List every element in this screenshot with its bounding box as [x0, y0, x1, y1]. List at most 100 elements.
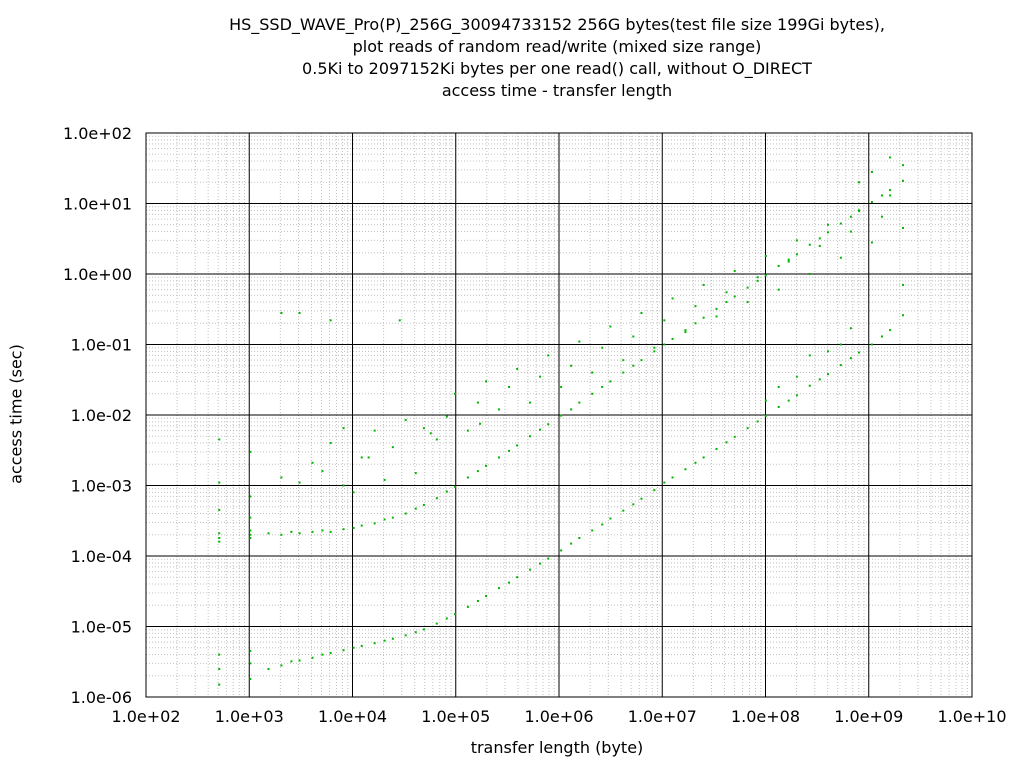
data-point — [756, 276, 759, 279]
data-point — [826, 231, 829, 234]
data-point — [485, 380, 488, 383]
data-point — [352, 526, 355, 529]
data-point — [663, 319, 666, 322]
data-point — [466, 476, 469, 479]
data-point — [671, 476, 674, 479]
data-point — [249, 678, 252, 680]
data-point — [435, 438, 438, 441]
data-point — [902, 283, 905, 286]
data-point — [547, 423, 550, 426]
data-point — [818, 237, 821, 240]
data-point — [870, 201, 873, 204]
data-point — [352, 491, 355, 494]
data-point — [321, 653, 324, 656]
data-point — [429, 432, 432, 435]
data-point — [570, 408, 573, 411]
data-point — [466, 429, 469, 432]
data-point — [404, 418, 407, 421]
data-point — [218, 508, 221, 511]
data-point — [218, 667, 221, 670]
x-axis-tick-labels: 1.0e+02 1.0e+03 1.0e+04 1.0e+05 1.0e+06 1.0e+… — [111, 707, 1006, 726]
data-point — [684, 468, 687, 471]
data-point — [578, 537, 581, 539]
data-point — [839, 256, 842, 259]
data-point — [795, 239, 798, 242]
data-point — [764, 414, 767, 417]
data-point — [516, 444, 519, 447]
data-point — [818, 378, 821, 381]
data-point — [715, 315, 718, 318]
data-point — [414, 507, 417, 510]
data-point — [267, 667, 270, 670]
data-point — [360, 524, 363, 527]
data-point — [321, 529, 324, 532]
data-point — [858, 181, 861, 184]
data-point — [694, 322, 697, 325]
data-point — [497, 456, 500, 459]
data-point — [453, 485, 456, 488]
data-point — [360, 644, 363, 647]
y-axis-label: access time (sec) — [6, 344, 26, 484]
data-point — [889, 194, 892, 197]
data-point — [373, 429, 376, 432]
data-point — [653, 350, 656, 353]
data-point — [280, 533, 283, 536]
data-point — [640, 359, 643, 362]
data-point — [249, 529, 252, 532]
data-point — [787, 260, 790, 263]
data-point — [826, 223, 829, 226]
data-point — [249, 516, 252, 519]
data-point — [601, 523, 604, 526]
data-point — [902, 164, 905, 167]
data-point — [453, 392, 456, 395]
data-point — [733, 435, 736, 438]
data-point — [516, 576, 519, 579]
data-point — [476, 401, 479, 404]
data-point — [578, 340, 581, 343]
data-point — [218, 481, 221, 484]
data-point — [476, 470, 479, 473]
data-point — [671, 297, 674, 300]
data-point — [218, 653, 221, 656]
data-point — [249, 537, 252, 539]
data-point — [218, 532, 221, 535]
data-point — [383, 518, 386, 521]
data-point — [539, 375, 542, 378]
data-point — [422, 427, 425, 430]
x-axis-label: transfer length (byte) — [470, 738, 644, 757]
data-point — [383, 478, 386, 481]
data-point — [808, 243, 811, 246]
data-point — [218, 537, 221, 539]
data-point — [560, 385, 563, 388]
data-point — [808, 273, 811, 275]
data-point — [516, 367, 519, 370]
data-point — [539, 428, 542, 431]
data-point — [702, 456, 705, 459]
data-point — [383, 639, 386, 642]
data-point — [329, 319, 332, 322]
data-point — [787, 399, 790, 402]
data-point — [578, 401, 581, 404]
data-point — [880, 215, 883, 218]
data-point — [622, 359, 625, 362]
data-point — [902, 179, 905, 182]
data-point — [435, 622, 438, 625]
data-point — [632, 335, 635, 338]
data-point — [485, 464, 488, 467]
data-point — [479, 422, 482, 425]
data-point — [298, 659, 301, 662]
data-point — [290, 530, 293, 533]
data-point — [601, 346, 604, 349]
data-point — [818, 244, 821, 247]
data-point — [529, 401, 532, 404]
data-point — [826, 373, 829, 376]
x-tick-label: 1.0e+09 — [834, 707, 903, 726]
chart-title: HS_SSD_WAVE_Pro(P)_256G_30094733152 256G… — [0, 14, 1024, 102]
x-tick-label: 1.0e+06 — [524, 707, 593, 726]
data-point — [663, 481, 666, 484]
data-point — [764, 274, 767, 277]
data-point — [391, 446, 394, 449]
data-point — [466, 605, 469, 608]
data-point — [746, 427, 749, 430]
y-tick-label: 1.0e+01 — [63, 195, 132, 214]
